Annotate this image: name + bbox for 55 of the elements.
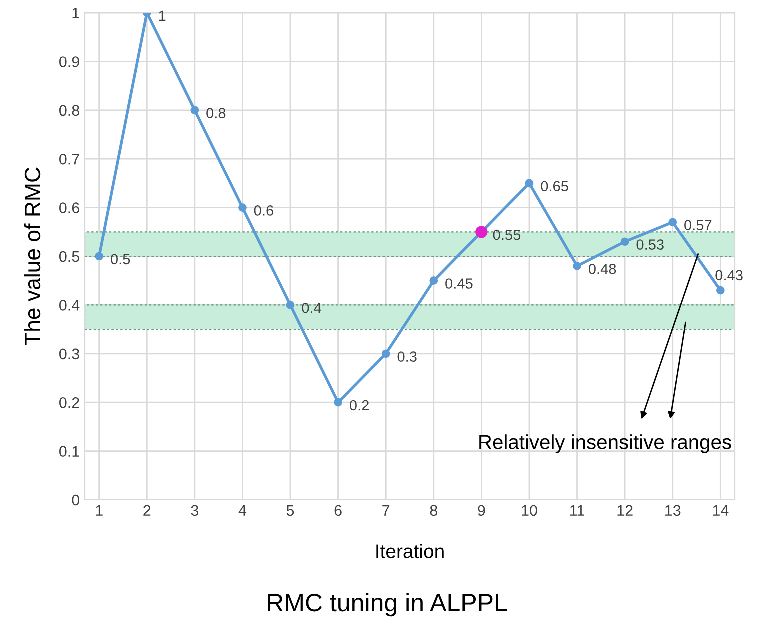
y-tick-label: 0 bbox=[72, 494, 80, 506]
point bbox=[668, 218, 678, 227]
data-label: 0.5 bbox=[111, 254, 130, 265]
x-tick-label: 10 bbox=[522, 505, 538, 516]
x-tick-label: 6 bbox=[334, 505, 342, 516]
data-label: 1 bbox=[159, 10, 166, 21]
point bbox=[238, 204, 247, 212]
data-label: 0.53 bbox=[636, 240, 664, 250]
x-tick-label: 11 bbox=[570, 505, 584, 516]
data-label: 0.43 bbox=[716, 270, 743, 281]
x-tick-label: 13 bbox=[666, 505, 681, 516]
data-label: 0.65 bbox=[541, 181, 568, 192]
x-tick-label: 4 bbox=[238, 505, 247, 516]
y-tick-label: 0.7 bbox=[60, 154, 80, 165]
x-tick-label: 8 bbox=[430, 505, 438, 516]
point bbox=[716, 286, 725, 295]
y-axis-title: The value of RMC bbox=[24, 168, 41, 346]
data-label: 0.4 bbox=[302, 302, 322, 314]
data-label: 0.45 bbox=[446, 278, 473, 289]
x-axis-title: Iteration bbox=[376, 544, 444, 558]
data-label: 0.48 bbox=[588, 264, 616, 274]
x-tick-label: 14 bbox=[713, 505, 729, 516]
data-label: 0.55 bbox=[493, 230, 521, 240]
x-tick-label: 5 bbox=[286, 505, 294, 516]
x-tick-label: 2 bbox=[144, 505, 151, 516]
x-tick-label: 9 bbox=[478, 505, 486, 516]
y-tick-label: 0.5 bbox=[60, 251, 80, 262]
point bbox=[430, 276, 438, 286]
x-tick-label: 7 bbox=[382, 505, 390, 516]
x-tick-label: 1 bbox=[96, 505, 103, 516]
point bbox=[620, 238, 630, 246]
data-label: 0.2 bbox=[350, 400, 369, 411]
y-tick-label: 0.6 bbox=[60, 202, 80, 214]
data-label: 0.57 bbox=[684, 220, 712, 230]
x-tick-label: 12 bbox=[618, 505, 633, 516]
y-tick-label: 0.8 bbox=[60, 105, 80, 116]
y-tick-label: 0.2 bbox=[60, 397, 80, 408]
data-label: 0.8 bbox=[206, 108, 226, 118]
x-tick-label: 3 bbox=[191, 505, 199, 516]
y-tick-label: 0.4 bbox=[60, 300, 80, 311]
y-tick-label: 0.3 bbox=[60, 348, 80, 360]
point bbox=[382, 350, 390, 358]
point bbox=[334, 398, 342, 407]
y-tick-label: 0.9 bbox=[60, 56, 80, 68]
annotation: Relatively insensitive ranges bbox=[480, 434, 732, 454]
point bbox=[525, 179, 534, 188]
y-tick-label: 1 bbox=[72, 8, 80, 19]
data-label: 0.3 bbox=[398, 352, 417, 362]
text: RMC tuning in ALPPL bbox=[268, 593, 508, 617]
data-label: 0.6 bbox=[254, 206, 274, 216]
point bbox=[95, 252, 104, 261]
point bbox=[286, 301, 295, 310]
y-tick-label: 0.1 bbox=[60, 446, 80, 457]
point bbox=[573, 262, 582, 270]
point bbox=[190, 106, 200, 115]
